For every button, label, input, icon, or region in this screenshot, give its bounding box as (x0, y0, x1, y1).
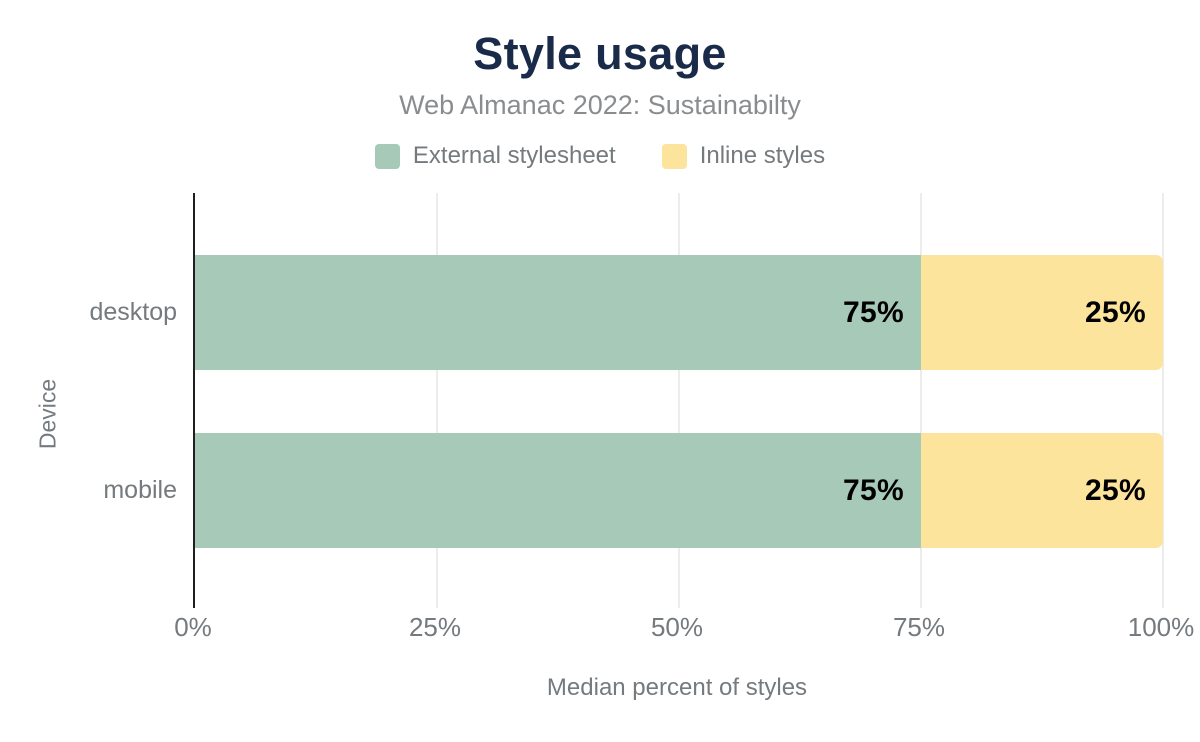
y-tick-label-mobile: mobile (103, 476, 177, 504)
chart-subtitle: Web Almanac 2022: Sustainabilty (399, 90, 801, 120)
bar-segment-desktop-external-stylesheet[interactable]: 75% (195, 255, 921, 370)
legend: External stylesheet Inline styles (0, 142, 1200, 170)
gridline-75 (920, 193, 922, 608)
x-tick-label-0: 0% (174, 612, 212, 642)
plot-area: desktop 75% 25% mobile 75% 25% (89, 193, 1164, 608)
bar-segment-desktop-inline-styles[interactable]: 25% (921, 255, 1163, 370)
bar-segment-mobile-external-stylesheet[interactable]: 75% (195, 433, 921, 548)
x-tick-label-100: 100% (1127, 612, 1195, 642)
legend-swatch-inline-styles-icon (661, 143, 687, 169)
bar-row-mobile: mobile 75% 25% (103, 433, 1163, 548)
x-tick-label-25: 25% (408, 612, 462, 642)
gridline-25 (436, 193, 438, 608)
data-label-desktop-inline: 25% (1085, 295, 1146, 329)
bar-row-desktop: desktop 75% 25% (89, 255, 1163, 370)
legend-swatch-external-stylesheet-icon (374, 143, 400, 169)
gridline-50 (678, 193, 680, 608)
y-axis-title: Device (34, 378, 61, 450)
x-tick-label-75: 75% (892, 612, 946, 642)
legend-label-external-stylesheet: External stylesheet (412, 142, 616, 169)
chart-title: Style usage (473, 28, 727, 79)
data-label-mobile-inline: 25% (1085, 473, 1146, 507)
data-label-mobile-external: 75% (843, 473, 904, 507)
legend-label-inline-styles: Inline styles (699, 142, 826, 169)
y-tick-label-desktop: desktop (89, 298, 177, 326)
bar-segment-mobile-inline-styles[interactable]: 25% (921, 433, 1163, 548)
x-axis-title: Median percent of styles (546, 674, 808, 701)
gridline-100 (1162, 193, 1164, 608)
x-tick-label-50: 50% (650, 612, 704, 642)
data-label-desktop-external: 75% (843, 295, 904, 329)
legend-item-external-stylesheet[interactable]: External stylesheet (374, 142, 616, 170)
x-axis-ticks: 0% 25% 50% 75% 100% (174, 612, 1194, 646)
legend-item-inline-styles[interactable]: Inline styles (661, 142, 826, 170)
